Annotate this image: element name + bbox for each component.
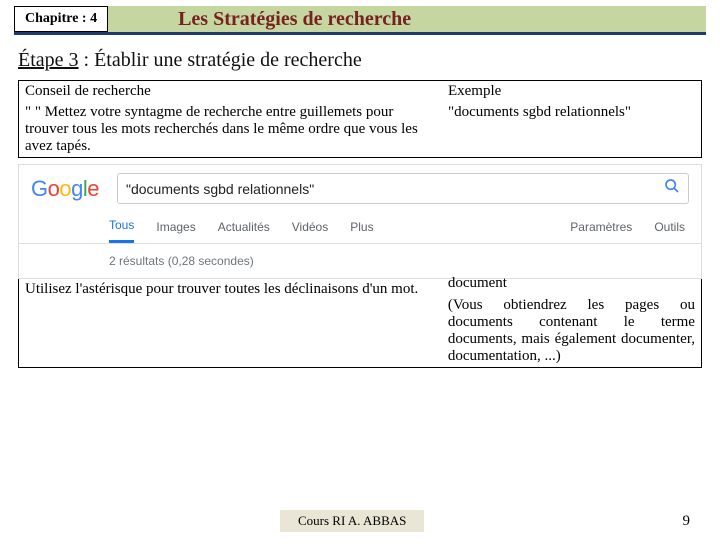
header-tip: Conseil de recherche <box>19 81 442 103</box>
example-cell: "documents sgbd relationnels" <box>442 102 702 158</box>
example-cell-2: document (Vous obtiendrez les pages ou d… <box>442 279 701 367</box>
slide-footer: Cours RI A. ABBAS 9 <box>0 510 720 532</box>
search-input[interactable]: "documents sgbd relationnels" <box>117 173 689 204</box>
tab-settings[interactable]: Paramètres <box>570 212 632 242</box>
google-tabs: Tous Images Actualités Vidéos Plus Param… <box>19 210 701 244</box>
tips-table-row2: Utilisez l'astérisque pour trouver toute… <box>18 279 702 368</box>
tab-more[interactable]: Plus <box>350 212 373 242</box>
course-label: Cours RI A. ABBAS <box>280 510 424 532</box>
table-header-row: Conseil de recherche Exemple <box>19 81 702 103</box>
tip-cell-2: Utilisez l'astérisque pour trouver toute… <box>19 279 442 367</box>
table-row: " " Mettez votre syntagme de recherche e… <box>19 102 702 158</box>
step-text: : Établir une stratégie de recherche <box>79 49 362 71</box>
search-icon[interactable] <box>664 178 680 199</box>
main-title: Les Stratégies de recherche <box>178 8 411 31</box>
tip-cell: " " Mettez votre syntagme de recherche e… <box>19 102 442 158</box>
page-number: 9 <box>683 513 691 530</box>
tab-news[interactable]: Actualités <box>218 212 270 242</box>
tips-table: Conseil de recherche Exemple " " Mettez … <box>18 80 702 158</box>
tab-all[interactable]: Tous <box>109 210 134 243</box>
truncated-word: document <box>448 275 695 291</box>
google-screenshot: Google "documents sgbd relationnels" Tou… <box>18 164 702 279</box>
google-topbar: Google "documents sgbd relationnels" <box>19 165 701 210</box>
title-bar: Les Stratégies de recherche <box>108 6 706 32</box>
chapter-label: Chapitre : 4 <box>25 11 97 27</box>
results-count: 2 résultats (0,28 secondes) <box>19 244 701 278</box>
tab-tools[interactable]: Outils <box>654 212 685 242</box>
slide-header: Chapitre : 4 Les Stratégies de recherche <box>14 6 706 35</box>
step-heading: Étape 3 : Établir une stratégie de reche… <box>18 49 702 72</box>
tab-videos[interactable]: Vidéos <box>292 212 328 242</box>
google-logo: Google <box>31 176 99 202</box>
tab-images[interactable]: Images <box>156 212 195 242</box>
step-number: Étape 3 <box>18 49 79 71</box>
chapter-badge: Chapitre : 4 <box>14 6 108 32</box>
search-query: "documents sgbd relationnels" <box>126 181 664 197</box>
header-example: Exemple <box>442 81 702 103</box>
